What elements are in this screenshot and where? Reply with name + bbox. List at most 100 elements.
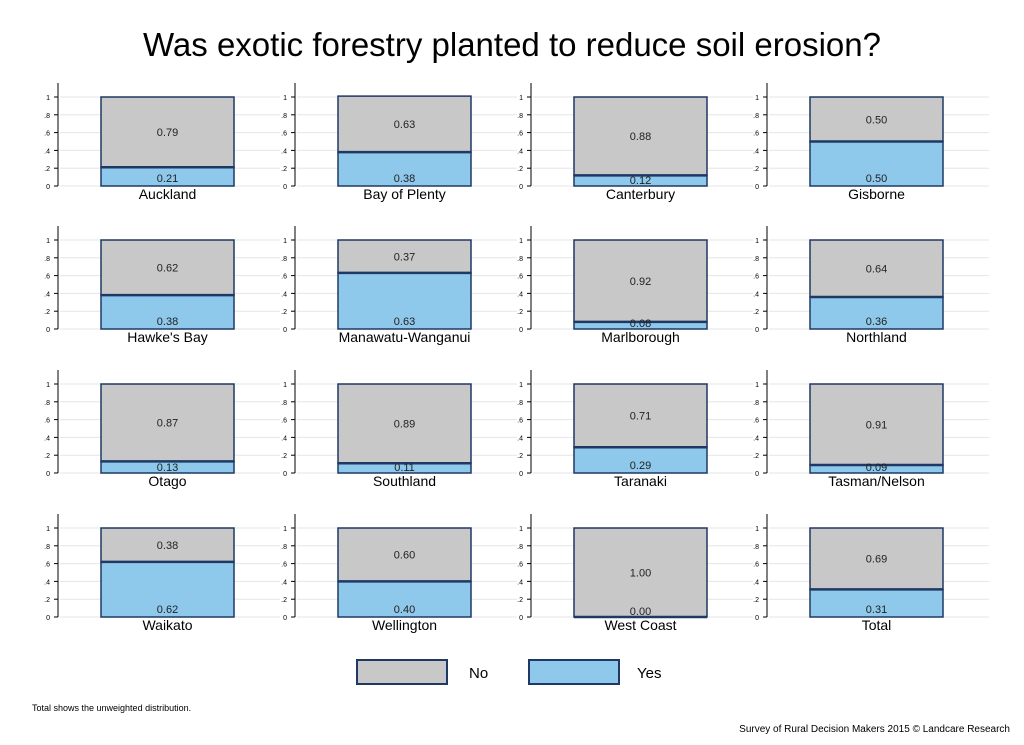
y-tick-label: 1 (283, 238, 287, 245)
panel-label-tasman-nelson: Tasman/Nelson (828, 473, 925, 489)
y-tick-label: .2 (44, 166, 50, 173)
y-tick-label: .6 (281, 131, 287, 138)
y-tick-label: .6 (753, 562, 759, 569)
data-label-no-bay-of-plenty: 0.63 (394, 119, 415, 131)
panel-label-waikato: Waikato (142, 617, 192, 633)
data-label-yes-manawatu-wanganui: 0.63 (394, 316, 415, 328)
bar-no-gisborne (809, 96, 944, 143)
y-tick-label: .2 (44, 597, 50, 604)
y-tick-label: .6 (517, 131, 523, 138)
y-tick-label: 0 (46, 471, 50, 478)
panel-label-wellington: Wellington (372, 617, 437, 633)
panel-label-bay-of-plenty: Bay of Plenty (363, 186, 446, 202)
legend-label-no: No (469, 665, 489, 682)
y-tick-label: 1 (46, 526, 50, 533)
data-label-yes-northland: 0.36 (866, 316, 887, 328)
bar-yes-taranaki (573, 446, 708, 474)
bar-no-waikato (100, 527, 235, 563)
y-tick-label: 1 (283, 382, 287, 389)
bar-no-bay-of-plenty (337, 95, 472, 153)
y-tick-label: .6 (44, 418, 50, 425)
y-tick-label: 0 (519, 615, 523, 622)
y-tick-label: 1 (519, 526, 523, 533)
y-tick-label: .6 (281, 562, 287, 569)
y-tick-label: .4 (281, 579, 287, 586)
data-label-no-waikato: 0.38 (157, 540, 178, 552)
y-tick-label: .8 (281, 256, 287, 263)
y-tick-label: .8 (44, 113, 50, 120)
data-label-yes-canterbury: 0.12 (630, 175, 651, 187)
bar-yes-manawatu-wanganui (337, 272, 472, 330)
y-tick-label: .4 (281, 148, 287, 155)
y-tick-label: .8 (517, 544, 523, 551)
bar-no-southland (337, 383, 472, 464)
y-tick-label: 1 (755, 382, 759, 389)
y-tick-label: 0 (46, 327, 50, 334)
y-tick-label: .4 (281, 291, 287, 298)
bar-no-total (809, 527, 944, 591)
panel-label-taranaki: Taranaki (614, 473, 667, 489)
data-label-no-auckland: 0.79 (157, 127, 178, 139)
data-label-yes-wellington: 0.40 (394, 604, 415, 616)
y-tick-label: .8 (281, 113, 287, 120)
data-label-no-tasman-nelson: 0.91 (866, 419, 887, 431)
y-tick-label: 1 (46, 95, 50, 102)
y-tick-label: .6 (281, 418, 287, 425)
y-tick-label: .4 (753, 579, 759, 586)
bar-no-taranaki (573, 383, 708, 448)
y-tick-label: .8 (517, 113, 523, 120)
data-label-yes-waikato: 0.62 (157, 604, 178, 616)
y-tick-label: 1 (755, 95, 759, 102)
data-label-yes-west-coast: 0.00 (630, 606, 651, 618)
y-tick-label: .4 (753, 148, 759, 155)
panel-label-total: Total (862, 617, 892, 633)
data-label-no-wellington: 0.60 (394, 550, 415, 562)
y-tick-label: .8 (44, 256, 50, 263)
bar-yes-hawke-s-bay (100, 294, 235, 330)
y-tick-label: .8 (753, 256, 759, 263)
y-tick-label: 0 (519, 327, 523, 334)
data-label-yes-auckland: 0.21 (157, 173, 178, 185)
bar-yes-northland (809, 296, 944, 330)
y-tick-label: .8 (753, 113, 759, 120)
panel-label-marlborough: Marlborough (601, 329, 680, 345)
data-label-no-otago: 0.87 (157, 418, 178, 430)
data-label-no-manawatu-wanganui: 0.37 (394, 251, 415, 263)
bar-yes-gisborne (809, 140, 944, 187)
panel-label-west-coast: West Coast (604, 617, 676, 633)
bar-no-west-coast (573, 527, 708, 618)
panel-label-otago: Otago (148, 473, 186, 489)
y-tick-label: .2 (281, 166, 287, 173)
bar-no-tasman-nelson (809, 383, 944, 466)
y-tick-label: .4 (517, 291, 523, 298)
y-tick-label: .4 (44, 291, 50, 298)
data-label-yes-tasman-nelson: 0.09 (866, 462, 887, 474)
data-label-no-hawke-s-bay: 0.62 (157, 263, 178, 275)
y-tick-label: .8 (753, 400, 759, 407)
y-tick-label: 1 (755, 526, 759, 533)
y-tick-label: .2 (517, 453, 523, 460)
y-tick-label: .4 (44, 148, 50, 155)
data-label-no-total: 0.69 (866, 554, 887, 566)
panel-label-manawatu-wanganui: Manawatu-Wanganui (339, 329, 471, 345)
y-tick-label: .2 (753, 597, 759, 604)
y-tick-label: 1 (519, 95, 523, 102)
legend-swatch-yes (528, 659, 620, 685)
y-tick-label: 1 (755, 238, 759, 245)
y-tick-label: .6 (281, 274, 287, 281)
data-label-yes-gisborne: 0.50 (866, 173, 887, 185)
y-tick-label: 0 (46, 615, 50, 622)
y-tick-label: .4 (44, 579, 50, 586)
y-tick-label: .6 (517, 274, 523, 281)
legend-swatch-no (356, 659, 448, 685)
y-tick-label: .8 (281, 400, 287, 407)
y-tick-label: 0 (755, 615, 759, 622)
y-tick-label: .4 (44, 435, 50, 442)
y-tick-label: .2 (281, 453, 287, 460)
bar-no-manawatu-wanganui (337, 239, 472, 274)
y-tick-label: .2 (753, 453, 759, 460)
data-label-yes-bay-of-plenty: 0.38 (394, 173, 415, 185)
y-tick-label: .8 (281, 544, 287, 551)
y-tick-label: .2 (517, 166, 523, 173)
data-label-no-southland: 0.89 (394, 419, 415, 431)
